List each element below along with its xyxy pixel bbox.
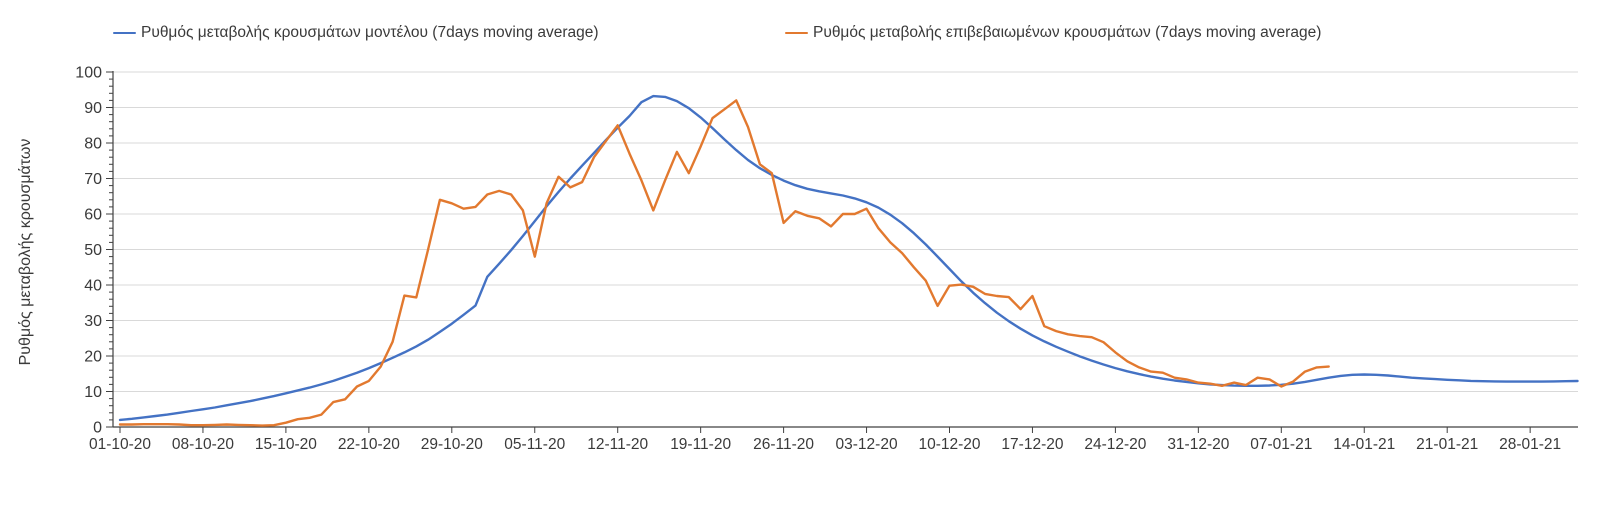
legend-item-confirmed: Ρυθμός μεταβολής επιβεβαιωμένων κρουσμάτ…	[785, 24, 1321, 42]
x-tick-label: 15-10-20	[255, 436, 317, 453]
y-tick-label: 0	[93, 420, 102, 437]
legend-marker-model-line	[113, 31, 136, 35]
y-tick-label: 20	[84, 349, 102, 366]
x-tick-label: 22-10-20	[338, 436, 400, 453]
legend-item-model: Ρυθμός μεταβολής κρουσμάτων μοντέλου (7d…	[113, 24, 599, 42]
x-tick-label: 24-12-20	[1084, 436, 1146, 453]
y-tick-label: 100	[75, 65, 102, 82]
x-tick-label: 10-12-20	[918, 436, 980, 453]
x-tick-label: 08-10-20	[172, 436, 234, 453]
y-tick-label: 60	[84, 207, 102, 224]
x-tick-label: 01-10-20	[89, 436, 151, 453]
y-tick-label: 70	[84, 171, 102, 188]
y-axis-title: Ρυθμός μεταβολής κρουσμάτων	[17, 138, 34, 366]
legend-label-confirmed: Ρυθμός μεταβολής επιβεβαιωμένων κρουσμάτ…	[813, 24, 1322, 41]
y-tick-label: 10	[84, 384, 102, 401]
x-tick-label: 12-11-20	[587, 436, 648, 453]
x-tick-label: 21-01-21	[1416, 436, 1478, 453]
x-tick-label: 17-12-20	[1001, 436, 1063, 453]
series-line-1	[118, 99, 1330, 427]
y-axis-labels: 0 10 20 30 40 50 60 70 80 90 100	[75, 65, 102, 437]
legend-label-model: Ρυθμός μεταβολής κρουσμάτων μοντέλου (7d…	[141, 24, 599, 41]
x-axis-labels: 01-10-20 08-10-20 15-10-20 22-10-20 29-10-20…	[89, 436, 1561, 453]
y-tick-label: 30	[84, 313, 102, 330]
x-tick-label: 14-01-21	[1333, 436, 1395, 453]
y-tick-label: 40	[84, 278, 102, 295]
x-tick-label: 28-01-21	[1499, 436, 1561, 453]
series-line-0	[118, 94, 1579, 422]
y-tick-label: 90	[84, 100, 102, 117]
x-tick-label: 05-11-20	[504, 436, 565, 453]
y-tick-label: 50	[84, 242, 102, 259]
x-tick-label: 31-12-20	[1167, 436, 1229, 453]
x-tick-label: 19-11-20	[670, 436, 731, 453]
x-tick-label: 03-12-20	[836, 436, 898, 453]
x-tick-label: 07-01-21	[1250, 436, 1312, 453]
x-tick-label: 26-11-20	[753, 436, 814, 453]
horizontal-gridlines	[113, 71, 1578, 392]
legend-marker-confirmed-line	[785, 31, 808, 35]
y-axis-ticks	[106, 71, 113, 428]
x-axis-ticks	[119, 427, 1531, 433]
chart-legend: Ρυθμός μεταβολής κρουσμάτων μοντέλου (7d…	[0, 0, 1619, 52]
y-tick-label: 80	[84, 136, 102, 153]
x-tick-label: 29-10-20	[421, 436, 483, 453]
